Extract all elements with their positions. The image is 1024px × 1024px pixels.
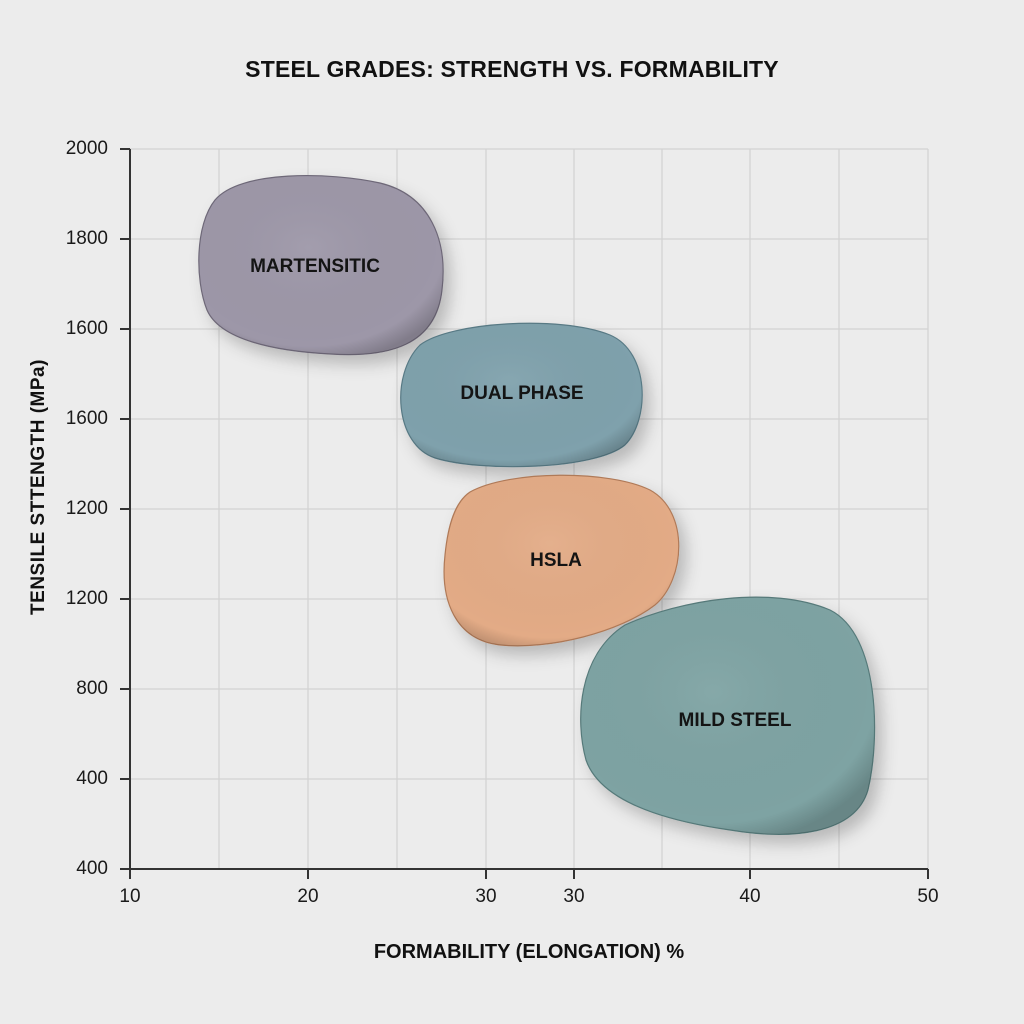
y-tick-label: 1600 [65, 318, 108, 339]
x-axis-label: FORMABILITY (ELONGATION) % [373, 941, 685, 963]
y-tick-label: 800 [76, 678, 108, 699]
region-martensitic [198, 175, 444, 356]
region-mild-steel [580, 596, 876, 835]
y-tick-label: 1600 [65, 408, 108, 429]
x-tick-label: 30 [563, 886, 585, 907]
y-tick-label: 400 [76, 768, 108, 789]
y-tick-label: 1200 [65, 588, 108, 609]
y-tick-label: 2000 [65, 138, 108, 159]
x-tick-label: 20 [297, 886, 319, 907]
y-tick-label: 1200 [65, 498, 108, 519]
region-label-mild-steel: MILD STEEL [678, 710, 792, 731]
region-dual-phase [400, 322, 643, 468]
x-tick-label: 40 [739, 886, 761, 907]
x-tick-label: 30 [475, 886, 497, 907]
y-tick-label: 400 [76, 858, 108, 879]
region-label-martensitic: MARTENSITIC [250, 256, 380, 277]
axes [120, 148, 929, 879]
region-hsla [443, 474, 680, 647]
chart-title: STEEL GRADES: STRENGTH VS. FORMABILITY [245, 56, 779, 82]
x-tick-label: 10 [119, 886, 141, 907]
x-tick-label: 50 [917, 886, 939, 907]
y-axis-label: TENSILE STTENGTH (MPa) [28, 359, 49, 615]
y-tick-label: 1800 [65, 228, 108, 249]
region-label-hsla: HSLA [530, 550, 582, 571]
region-label-dual-phase: DUAL PHASE [460, 383, 584, 404]
